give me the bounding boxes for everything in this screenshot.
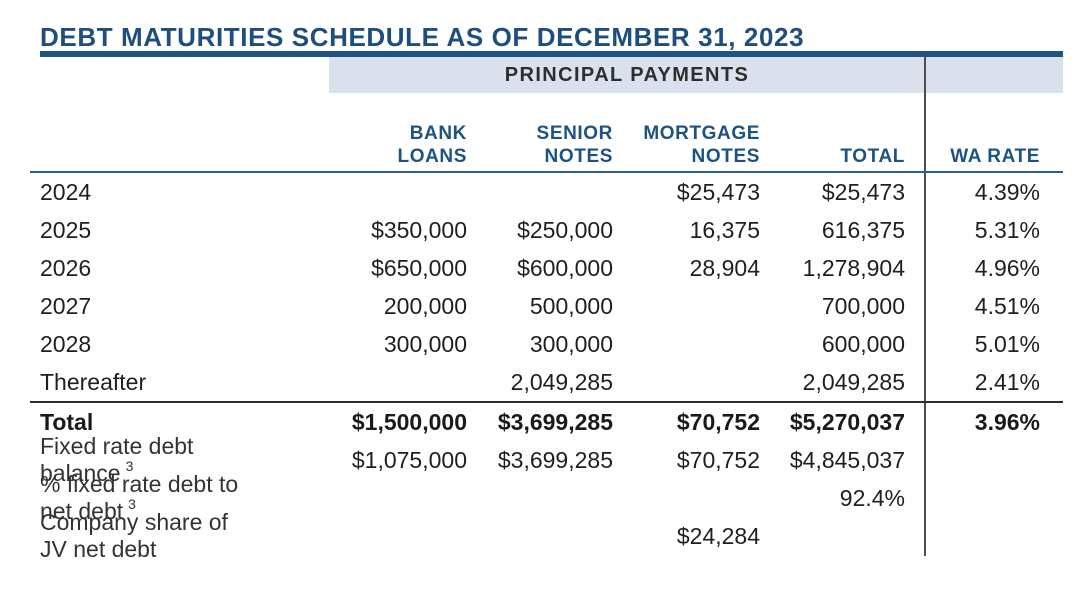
total-row-top-rule bbox=[30, 401, 1063, 403]
cell-bank-loans: 300,000 bbox=[383, 330, 467, 357]
cell-wa-rate: 2.41% bbox=[974, 368, 1040, 395]
principal-payments-label-wrap: PRINCIPAL PAYMENTS bbox=[329, 57, 925, 93]
cell-total: 616,375 bbox=[821, 216, 905, 243]
header-bank-loans: BANK LOANS bbox=[247, 122, 467, 170]
cell-wa-rate: 3.96% bbox=[974, 408, 1040, 435]
cell-bank-loans: 200,000 bbox=[383, 292, 467, 319]
wa-rate-column-divider bbox=[924, 57, 926, 556]
header-total-label: TOTAL bbox=[840, 146, 905, 167]
cell-total: 700,000 bbox=[821, 292, 905, 319]
row-label-text: Fixed rate debt balance bbox=[40, 433, 194, 486]
cell-wa-rate: 5.31% bbox=[974, 216, 1040, 243]
principal-payments-label: PRINCIPAL PAYMENTS bbox=[504, 63, 750, 86]
row-label: 2028 bbox=[40, 330, 92, 357]
cell-total: 2,049,285 bbox=[802, 368, 905, 395]
row-label: 2024 bbox=[40, 178, 92, 205]
title-underline-rule bbox=[40, 51, 1063, 57]
footnote-marker: 3 bbox=[128, 496, 136, 513]
cell-senior-notes: $3,699,285 bbox=[497, 446, 613, 473]
table-row-2026: 2026 $650,000 $600,000 28,904 1,278,904 … bbox=[30, 249, 1063, 287]
header-total: TOTAL bbox=[760, 145, 908, 170]
header-spacer bbox=[30, 168, 247, 170]
header-wa-rate: WA RATE bbox=[908, 145, 1063, 170]
cell-senior-notes: $3,699,285 bbox=[497, 408, 613, 435]
table-row-2024: 2024 $25,473 $25,473 4.39% bbox=[30, 173, 1063, 211]
table-row-thereafter: Thereafter 2,049,285 2,049,285 2.41% bbox=[30, 363, 1063, 401]
header-bottom-rule bbox=[30, 171, 1063, 173]
header-senior-line1: SENIOR bbox=[536, 123, 613, 144]
cell-mortgage-notes: $25,473 bbox=[676, 178, 760, 205]
cell-total: 92.4% bbox=[839, 484, 905, 511]
principal-payments-band: PRINCIPAL PAYMENTS bbox=[329, 57, 1063, 93]
column-header-row: BANK LOANS SENIOR NOTES MORTGAGE NOTES T… bbox=[30, 116, 1063, 170]
cell-senior-notes: 500,000 bbox=[529, 292, 613, 319]
cell-senior-notes: $600,000 bbox=[517, 254, 613, 281]
row-label: 2027 bbox=[40, 292, 92, 319]
cell-wa-rate: 4.51% bbox=[974, 292, 1040, 319]
cell-wa-rate: 4.39% bbox=[974, 178, 1040, 205]
cell-total: $25,473 bbox=[821, 178, 905, 205]
page-title: DEBT MATURITIES SCHEDULE AS OF DECEMBER … bbox=[40, 22, 805, 52]
cell-mortgage-notes: 28,904 bbox=[689, 254, 760, 281]
cell-senior-notes: 2,049,285 bbox=[510, 368, 613, 395]
table-row-total: Total $1,500,000 $3,699,285 $70,752 $5,2… bbox=[30, 403, 1063, 441]
cell-total: 1,278,904 bbox=[802, 254, 905, 281]
cell-wa-rate: 5.01% bbox=[974, 330, 1040, 357]
cell-total: $4,845,037 bbox=[789, 446, 905, 473]
cell-mortgage-notes: $24,284 bbox=[676, 522, 760, 549]
table-row-fixed-rate-debt-balance: Fixed rate debt balance 3 $1,075,000 $3,6… bbox=[30, 433, 1063, 486]
cell-senior-notes: $250,000 bbox=[517, 216, 613, 243]
cell-bank-loans: $1,500,000 bbox=[351, 408, 467, 435]
header-mortgage-line1: MORTGAGE bbox=[643, 123, 760, 144]
header-bank-line2: LOANS bbox=[397, 146, 467, 167]
row-label: 2026 bbox=[40, 254, 92, 281]
footnote-marker: 3 bbox=[125, 458, 134, 475]
row-label: % fixed rate debt to net debt 3 bbox=[30, 471, 247, 525]
cell-bank-loans: $350,000 bbox=[371, 216, 467, 243]
cell-bank-loans: $1,075,000 bbox=[351, 446, 467, 473]
header-wa-rate-label: WA RATE bbox=[950, 146, 1040, 167]
cell-total: $5,270,037 bbox=[789, 408, 905, 435]
cell-mortgage-notes: 16,375 bbox=[689, 216, 760, 243]
row-label-text: % fixed rate debt to net debt bbox=[40, 471, 239, 524]
row-label: Thereafter bbox=[40, 368, 147, 395]
table-row-2025: 2025 $350,000 $250,000 16,375 616,375 5.… bbox=[30, 211, 1063, 249]
row-label: Company share of JV net debt bbox=[40, 509, 228, 562]
table-row-pct-fixed-rate-debt: % fixed rate debt to net debt 3 92.4% bbox=[30, 471, 1063, 524]
cell-bank-loans: $650,000 bbox=[371, 254, 467, 281]
cell-mortgage-notes: $70,752 bbox=[676, 408, 760, 435]
table-row-2028: 2028 300,000 300,000 600,000 5.01% bbox=[30, 325, 1063, 363]
header-mortgage-line2: NOTES bbox=[691, 146, 760, 167]
header-bank-line1: BANK bbox=[409, 123, 467, 144]
table-row-company-share-jv-net-debt: Company share of JV net debt $24,284 bbox=[30, 509, 1063, 562]
header-senior-line2: NOTES bbox=[544, 146, 613, 167]
cell-mortgage-notes: $70,752 bbox=[676, 446, 760, 473]
cell-senior-notes: 300,000 bbox=[529, 330, 613, 357]
header-senior-notes: SENIOR NOTES bbox=[467, 122, 613, 170]
table-row-2027: 2027 200,000 500,000 700,000 4.51% bbox=[30, 287, 1063, 325]
cell-total: 600,000 bbox=[821, 330, 905, 357]
row-label: 2025 bbox=[40, 216, 92, 243]
row-label: Total bbox=[40, 408, 94, 435]
row-label: Fixed rate debt balance 3 bbox=[30, 433, 247, 487]
cell-wa-rate: 4.96% bbox=[974, 254, 1040, 281]
table-body: 2024 $25,473 $25,473 4.39% 2025 $350,000… bbox=[30, 173, 1063, 562]
header-mortgage-notes: MORTGAGE NOTES bbox=[613, 122, 760, 170]
